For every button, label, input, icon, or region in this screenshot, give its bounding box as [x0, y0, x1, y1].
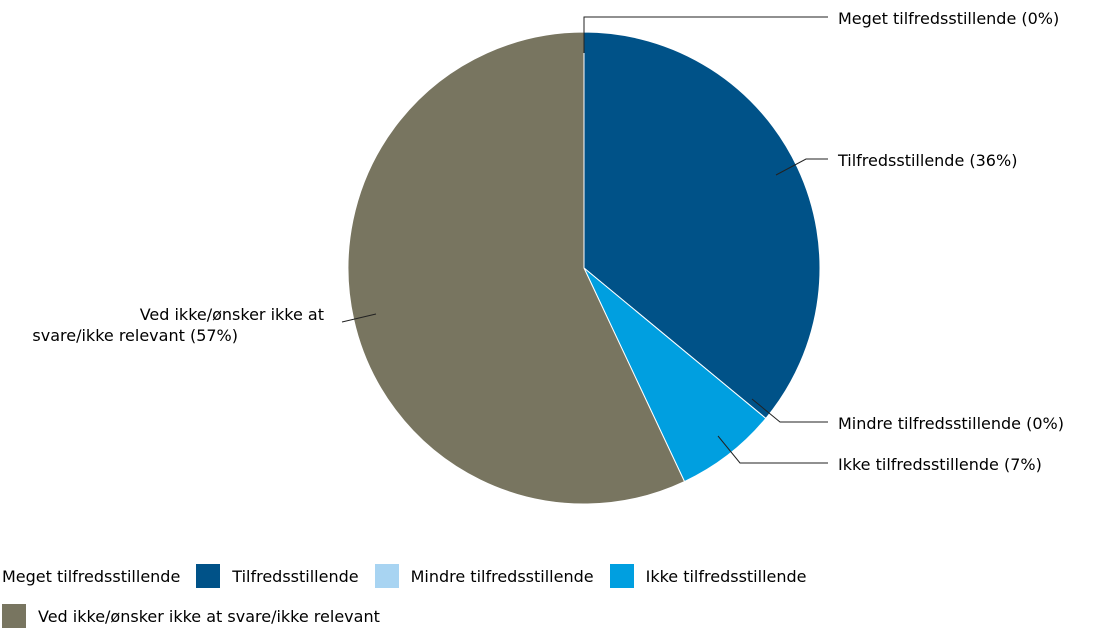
legend-item-meget: Meget tilfredsstillende: [2, 567, 180, 586]
legend-swatch: [610, 564, 634, 588]
data-label-meget: Meget tilfredsstillende (0%): [838, 9, 1059, 28]
legend-label: Ved ikke/ønsker ikke at svare/ikke relev…: [38, 607, 380, 626]
legend-swatch: [2, 604, 26, 628]
legend-swatch: [196, 564, 220, 588]
legend-item-tilfreds: Tilfredsstillende: [196, 564, 358, 588]
legend-label: Ikke tilfredsstillende: [646, 567, 807, 586]
data-label-ved-ikke: Ved ikke/ønsker ikke at svare/ikke releva…: [32, 305, 324, 345]
legend-item-ved-ikke: Ved ikke/ønsker ikke at svare/ikke relev…: [2, 604, 380, 628]
legend-label: Meget tilfredsstillende: [2, 567, 180, 586]
legend-row: Ved ikke/ønsker ikke at svare/ikke relev…: [0, 602, 1101, 630]
legend-item-mindre: Mindre tilfredsstillende: [375, 564, 594, 588]
legend-label: Tilfredsstillende: [232, 567, 358, 586]
data-label-ikke: Ikke tilfredsstillende (7%): [838, 455, 1042, 474]
legend: Meget tilfredsstillende Tilfredsstillende…: [0, 562, 1101, 630]
pie-slices: [348, 32, 820, 504]
legend-item-ikke: Ikke tilfredsstillende: [610, 564, 807, 588]
data-label-mindre: Mindre tilfredsstillende (0%): [838, 414, 1064, 433]
data-label-tilfreds: Tilfredsstillende (36%): [837, 151, 1017, 170]
legend-row: Meget tilfredsstillende Tilfredsstillende…: [0, 562, 1101, 590]
legend-swatch: [375, 564, 399, 588]
legend-label: Mindre tilfredsstillende: [411, 567, 594, 586]
